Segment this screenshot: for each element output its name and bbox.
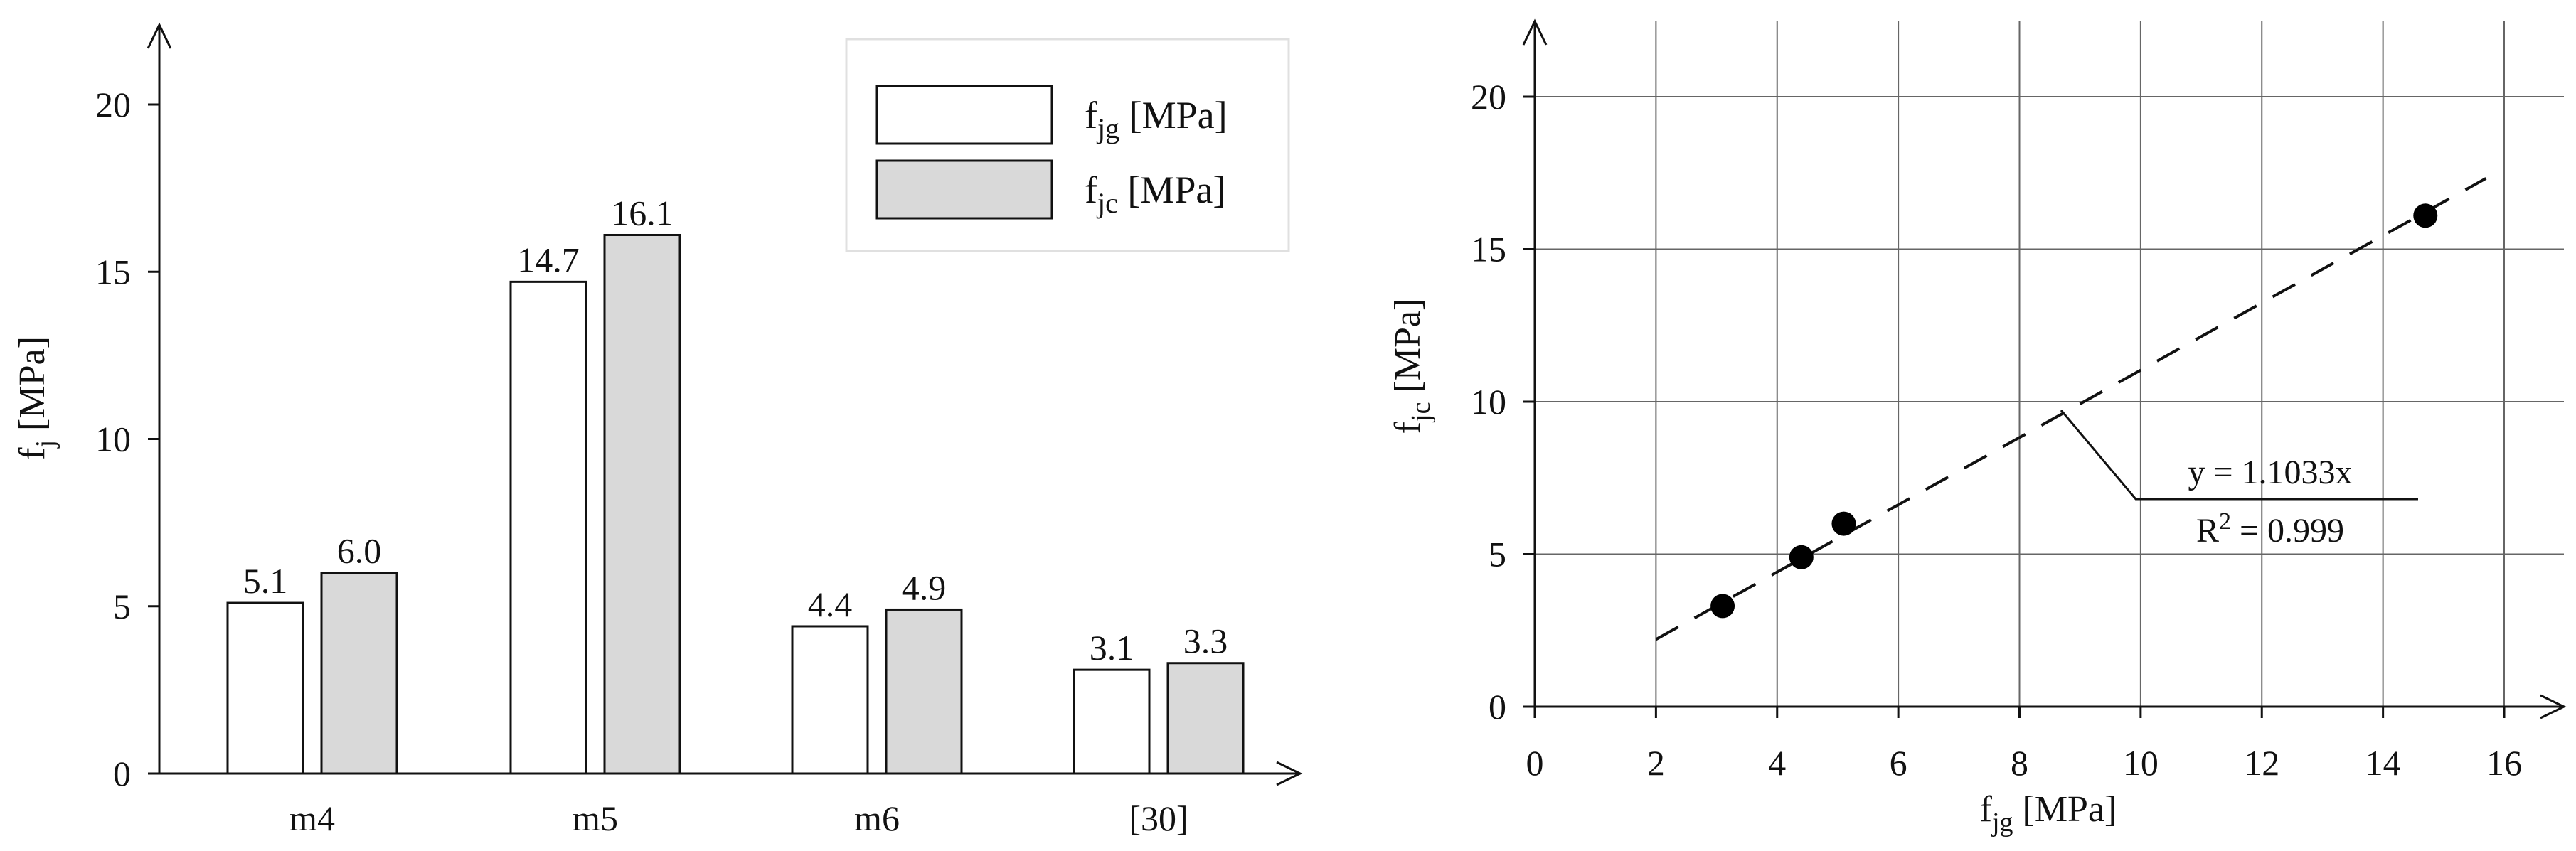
- bar: [603, 233, 681, 775]
- bar-value-label: 14.7: [517, 240, 580, 279]
- bar: [226, 601, 304, 775]
- bar: [320, 572, 398, 775]
- scatter-x-tick-label: 2: [1647, 743, 1665, 783]
- bar-value-label: 5.1: [243, 561, 288, 601]
- bar-y-axis-arrow: [147, 22, 172, 49]
- bar: [885, 608, 963, 775]
- scatter-x-axis-title: fjg [MPa]: [1980, 789, 2117, 837]
- scatter-y-axis-arrow: [1522, 18, 1548, 46]
- scatter-x-tick-label: 0: [1526, 743, 1544, 783]
- legend-swatch-fjg: [875, 85, 1053, 145]
- bar-value-label: 16.1: [611, 193, 674, 232]
- scatter-x-tick-label: 4: [1768, 743, 1786, 783]
- annotation-r2: R2 = 0.999: [2196, 508, 2344, 550]
- scatter-x-tick-label: 12: [2244, 743, 2279, 783]
- scatter-x-tick-label: 16: [2486, 743, 2522, 783]
- scatter-point: [1831, 511, 1856, 536]
- bar-y-ticks: 0 5 10 15 20: [95, 85, 159, 793]
- bar-category-label: m6: [854, 798, 900, 838]
- trendline-line: [1655, 177, 2487, 641]
- bar-bars: 5.1 6.0 14.7 16.1 4.4 4.9 3.1 3.3: [226, 193, 1245, 775]
- scatter-point: [1710, 594, 1735, 619]
- scatter-x-tick-label: 10: [2123, 743, 2159, 783]
- bar: [509, 280, 587, 775]
- scatter-y-tick-label: 15: [1471, 230, 1506, 269]
- annotation-leader: [2060, 410, 2418, 501]
- bar-chart: 0 5 10 15 20 5.1 6.0 14.7 16.1 4.4 4.9 3.1 3.3 m4 m5…: [12, 22, 1303, 838]
- bar-y-tick-label: 10: [95, 419, 131, 459]
- bar-value-label: 4.4: [808, 584, 853, 624]
- scatter-y-tick-label: 5: [1489, 535, 1506, 574]
- bar-category-label: m4: [289, 798, 335, 838]
- bar-y-axis-title: fj [MPa]: [12, 336, 60, 460]
- scatter-x-tick-label: 6: [1890, 743, 1907, 783]
- scatter-x-tick-label: 8: [2011, 743, 2028, 783]
- scatter-x-tick-label: 14: [2365, 743, 2401, 783]
- scatter-x-ticks: 0 2 4 6 8 10 12 14 16: [1526, 707, 2522, 783]
- bar: [791, 625, 869, 775]
- scatter-point: [1789, 545, 1814, 569]
- bar-value-label: 3.3: [1183, 621, 1228, 661]
- bar: [1166, 662, 1245, 775]
- scatter-points: [1710, 203, 2438, 619]
- legend-label-fjg: fjg [MPa]: [1085, 94, 1228, 144]
- scatter-y-tick-label: 20: [1471, 77, 1506, 117]
- legend-label-fjc: fjc [MPa]: [1085, 168, 1225, 219]
- bar-y-tick-label: 5: [113, 587, 131, 626]
- scatter-y-ticks: 0 5 10 15 20: [1471, 77, 1535, 727]
- bar-y-tick-label: 0: [113, 754, 131, 793]
- scatter-y-tick-label: 10: [1471, 382, 1506, 422]
- bar-value-label: 6.0: [337, 531, 382, 571]
- scatter-x-axis-arrow: [2540, 694, 2567, 719]
- bar-value-label: 4.9: [902, 567, 947, 607]
- bar: [1073, 668, 1151, 775]
- bar-category-label: m5: [573, 798, 618, 838]
- bar-legend: fjg [MPa] fjc [MPa]: [845, 38, 1290, 252]
- scatter-point: [2413, 203, 2438, 228]
- bar-x-axis-arrow: [1276, 761, 1303, 786]
- scatter-grid: [1535, 21, 2564, 707]
- bar-value-label: 3.1: [1090, 628, 1134, 668]
- trendline-annotation: y = 1.1033x R2 = 0.999: [2060, 410, 2418, 550]
- bar-x-categories: m4 m5 m6 [30]: [289, 798, 1188, 838]
- legend-swatch-fjc: [875, 159, 1053, 220]
- bar-y-tick-label: 20: [95, 85, 131, 124]
- scatter-chart: 0 2 4 6 8 10 12 14 16 0 5 10 15 20 y = 1.1033x R2 = …: [1388, 18, 2567, 837]
- annotation-equation: y = 1.1033x: [2188, 454, 2352, 491]
- bar-category-label: [30]: [1129, 798, 1188, 838]
- bar-y-tick-label: 15: [95, 252, 131, 291]
- scatter-y-axis-title: fjc [MPa]: [1388, 299, 1436, 434]
- scatter-y-tick-label: 0: [1489, 687, 1506, 727]
- trendline: [1655, 177, 2487, 641]
